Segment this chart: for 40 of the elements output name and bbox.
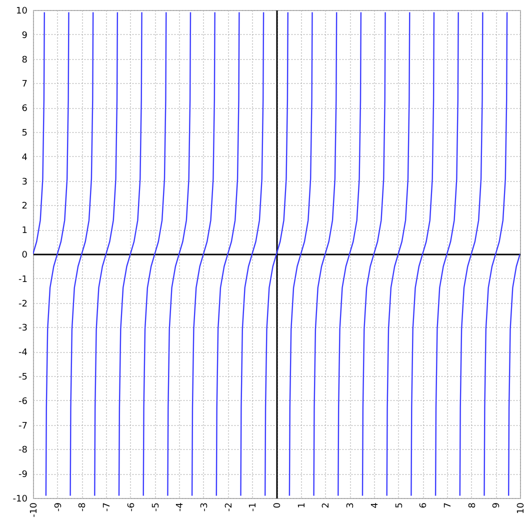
x-tick-label: 2 [322,502,332,508]
y-tick-label: 6 [22,104,28,114]
y-tick-label: 5 [22,128,28,138]
y-tick-label: -3 [18,324,28,334]
y-tick-label: 0 [22,250,28,260]
x-tick-label: -4 [176,502,186,512]
y-tick-label: -9 [18,470,28,480]
y-tick-label: -8 [18,446,28,456]
x-tick-label: 10 [516,502,526,514]
x-tick-label: 1 [297,502,308,508]
x-tick-label: -3 [200,502,210,512]
x-tick-label: -9 [54,502,64,512]
x-tick-label: 6 [419,502,430,508]
x-tick-label: 5 [394,502,405,508]
y-tick-label: 10 [16,6,28,16]
x-tick-label: -6 [126,502,137,512]
y-tick-label: -7 [18,421,28,432]
y-tick-label: -4 [18,348,28,358]
x-tick-label: -2 [224,502,234,512]
x-tick-label: 8 [468,502,478,508]
y-tick-label: 4 [22,152,28,163]
y-tick-label: 1 [22,226,28,236]
x-tick-label: -8 [78,502,88,512]
x-tick-label: -5 [151,502,162,512]
y-tick-label: -1 [18,274,28,285]
x-tick-label: 4 [370,502,380,508]
y-tick-label: -5 [18,372,28,382]
y-tick-label: 3 [22,177,28,188]
x-tick-label: 9 [492,502,502,508]
x-tick-label: -7 [102,502,113,512]
y-tick-label: 7 [22,80,28,90]
x-tick-label: 0 [273,502,283,508]
x-tick-label: 3 [346,502,356,508]
y-tick-label: 9 [22,30,28,41]
x-tick-label: -1 [248,502,259,512]
x-tick-label: 7 [443,502,454,508]
y-tick-label: 2 [22,202,28,212]
y-tick-label: -6 [18,396,28,407]
y-tick-label: -2 [18,299,28,310]
y-tick-label: 8 [22,55,28,66]
